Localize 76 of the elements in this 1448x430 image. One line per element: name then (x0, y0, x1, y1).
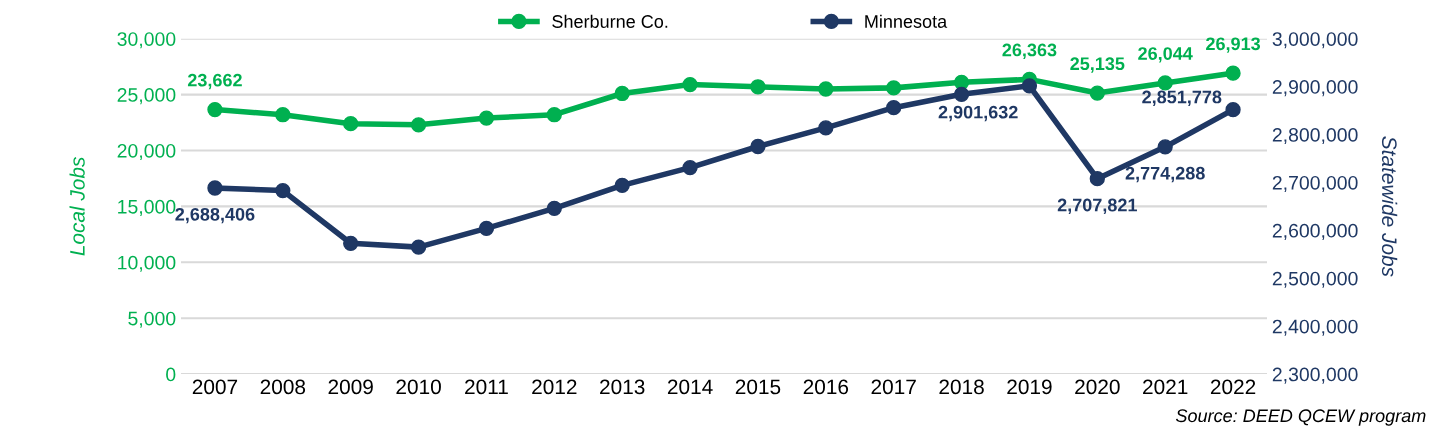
point (1225, 65, 1241, 81)
x-tick-label: 2011 (465, 379, 508, 395)
point (1157, 75, 1173, 91)
data-label: 26,363 (1002, 43, 1057, 59)
y2-tick-label: 2,500,000 (1272, 271, 1358, 288)
legend-label: Minnesota (865, 14, 948, 28)
data-label: 26,913 (1206, 37, 1261, 53)
x-tick-label: 2010 (396, 379, 441, 395)
y2-tick-label: 2,800,000 (1272, 128, 1358, 145)
point (682, 159, 698, 176)
data-label: 23,662 (187, 73, 242, 90)
data-label: 2,774,288 (1125, 166, 1205, 183)
point (546, 107, 562, 123)
y-tick-label: 15,000 (118, 199, 176, 216)
y2-tick-label: 2,900,000 (1272, 80, 1358, 97)
point (546, 200, 562, 216)
point (1021, 78, 1038, 94)
x-tick-label: 2018 (939, 379, 984, 395)
point (614, 177, 630, 193)
x-tick-label: 2012 (532, 379, 577, 395)
point (275, 107, 291, 123)
y-tick-label: 10,000 (118, 255, 176, 272)
point (682, 76, 698, 93)
y-tick-label: 5,000 (128, 311, 176, 328)
point (207, 180, 223, 196)
point (614, 85, 630, 102)
y-tick-label: 0 (166, 367, 176, 382)
point (410, 239, 427, 255)
point (1089, 85, 1105, 101)
point (886, 100, 902, 116)
point (953, 86, 970, 102)
source-note: Source: DEED QCEW program (1175, 409, 1426, 426)
point (1157, 139, 1173, 155)
point (1089, 171, 1105, 187)
y2-tick-label: 2,700,000 (1272, 175, 1358, 192)
point (343, 235, 359, 251)
point (207, 101, 223, 118)
point (1225, 102, 1241, 118)
data-label: 2,901,632 (938, 105, 1018, 122)
x-tick-label: 2008 (260, 379, 306, 395)
legend-label: Sherburne Co. (552, 14, 668, 28)
data-label: 2,707,821 (1057, 198, 1137, 215)
y-tick-label: 25,000 (117, 88, 176, 105)
x-tick-label: 2009 (328, 379, 373, 395)
data-label: 26,044 (1138, 47, 1193, 63)
y2-tick-label: 2,400,000 (1272, 319, 1358, 336)
x-tick-label: 2022 (1210, 379, 1256, 395)
point (478, 110, 495, 126)
x-tick-label: 2019 (1007, 379, 1052, 395)
x-tick-label: 2021 (1143, 379, 1188, 395)
x-tick-label: 2017 (871, 379, 916, 395)
point (750, 138, 766, 155)
y2-axis-title: Statewide Jobs (1381, 136, 1398, 277)
data-label: 2,688,406 (175, 207, 255, 224)
y-tick-label: 20,000 (117, 143, 176, 161)
y-tick-label: 30,000 (117, 32, 176, 49)
y2-tick-label: 2,600,000 (1272, 223, 1358, 240)
x-tick-label: 2013 (600, 379, 645, 395)
point (410, 117, 427, 133)
y-axis-title: Local Jobs (69, 157, 85, 256)
x-tick-label: 2016 (803, 379, 849, 395)
x-tick-label: 2014 (667, 379, 713, 395)
x-tick-label: 2015 (735, 379, 781, 395)
y2-tick-label: 2,300,000 (1272, 367, 1358, 384)
y2-tick-label: 3,000,000 (1272, 32, 1358, 49)
x-tick-label: 2020 (1075, 379, 1120, 395)
point (275, 182, 291, 199)
point (750, 79, 766, 95)
point (818, 120, 834, 136)
point (886, 80, 902, 96)
point (478, 220, 495, 237)
data-label: 25,135 (1070, 57, 1125, 73)
data-label: 2,851,778 (1142, 90, 1222, 106)
point (818, 81, 834, 97)
x-tick-label: 2007 (192, 379, 238, 395)
point (343, 116, 359, 132)
